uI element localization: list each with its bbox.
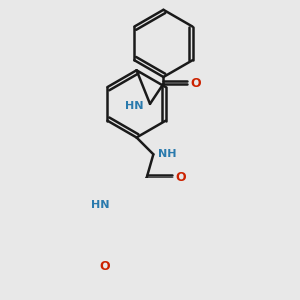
Text: O: O	[175, 171, 186, 184]
Text: NH: NH	[158, 149, 177, 159]
Text: HN: HN	[125, 100, 143, 111]
Text: HN: HN	[91, 200, 110, 210]
Text: O: O	[99, 260, 110, 273]
Text: O: O	[190, 77, 201, 90]
